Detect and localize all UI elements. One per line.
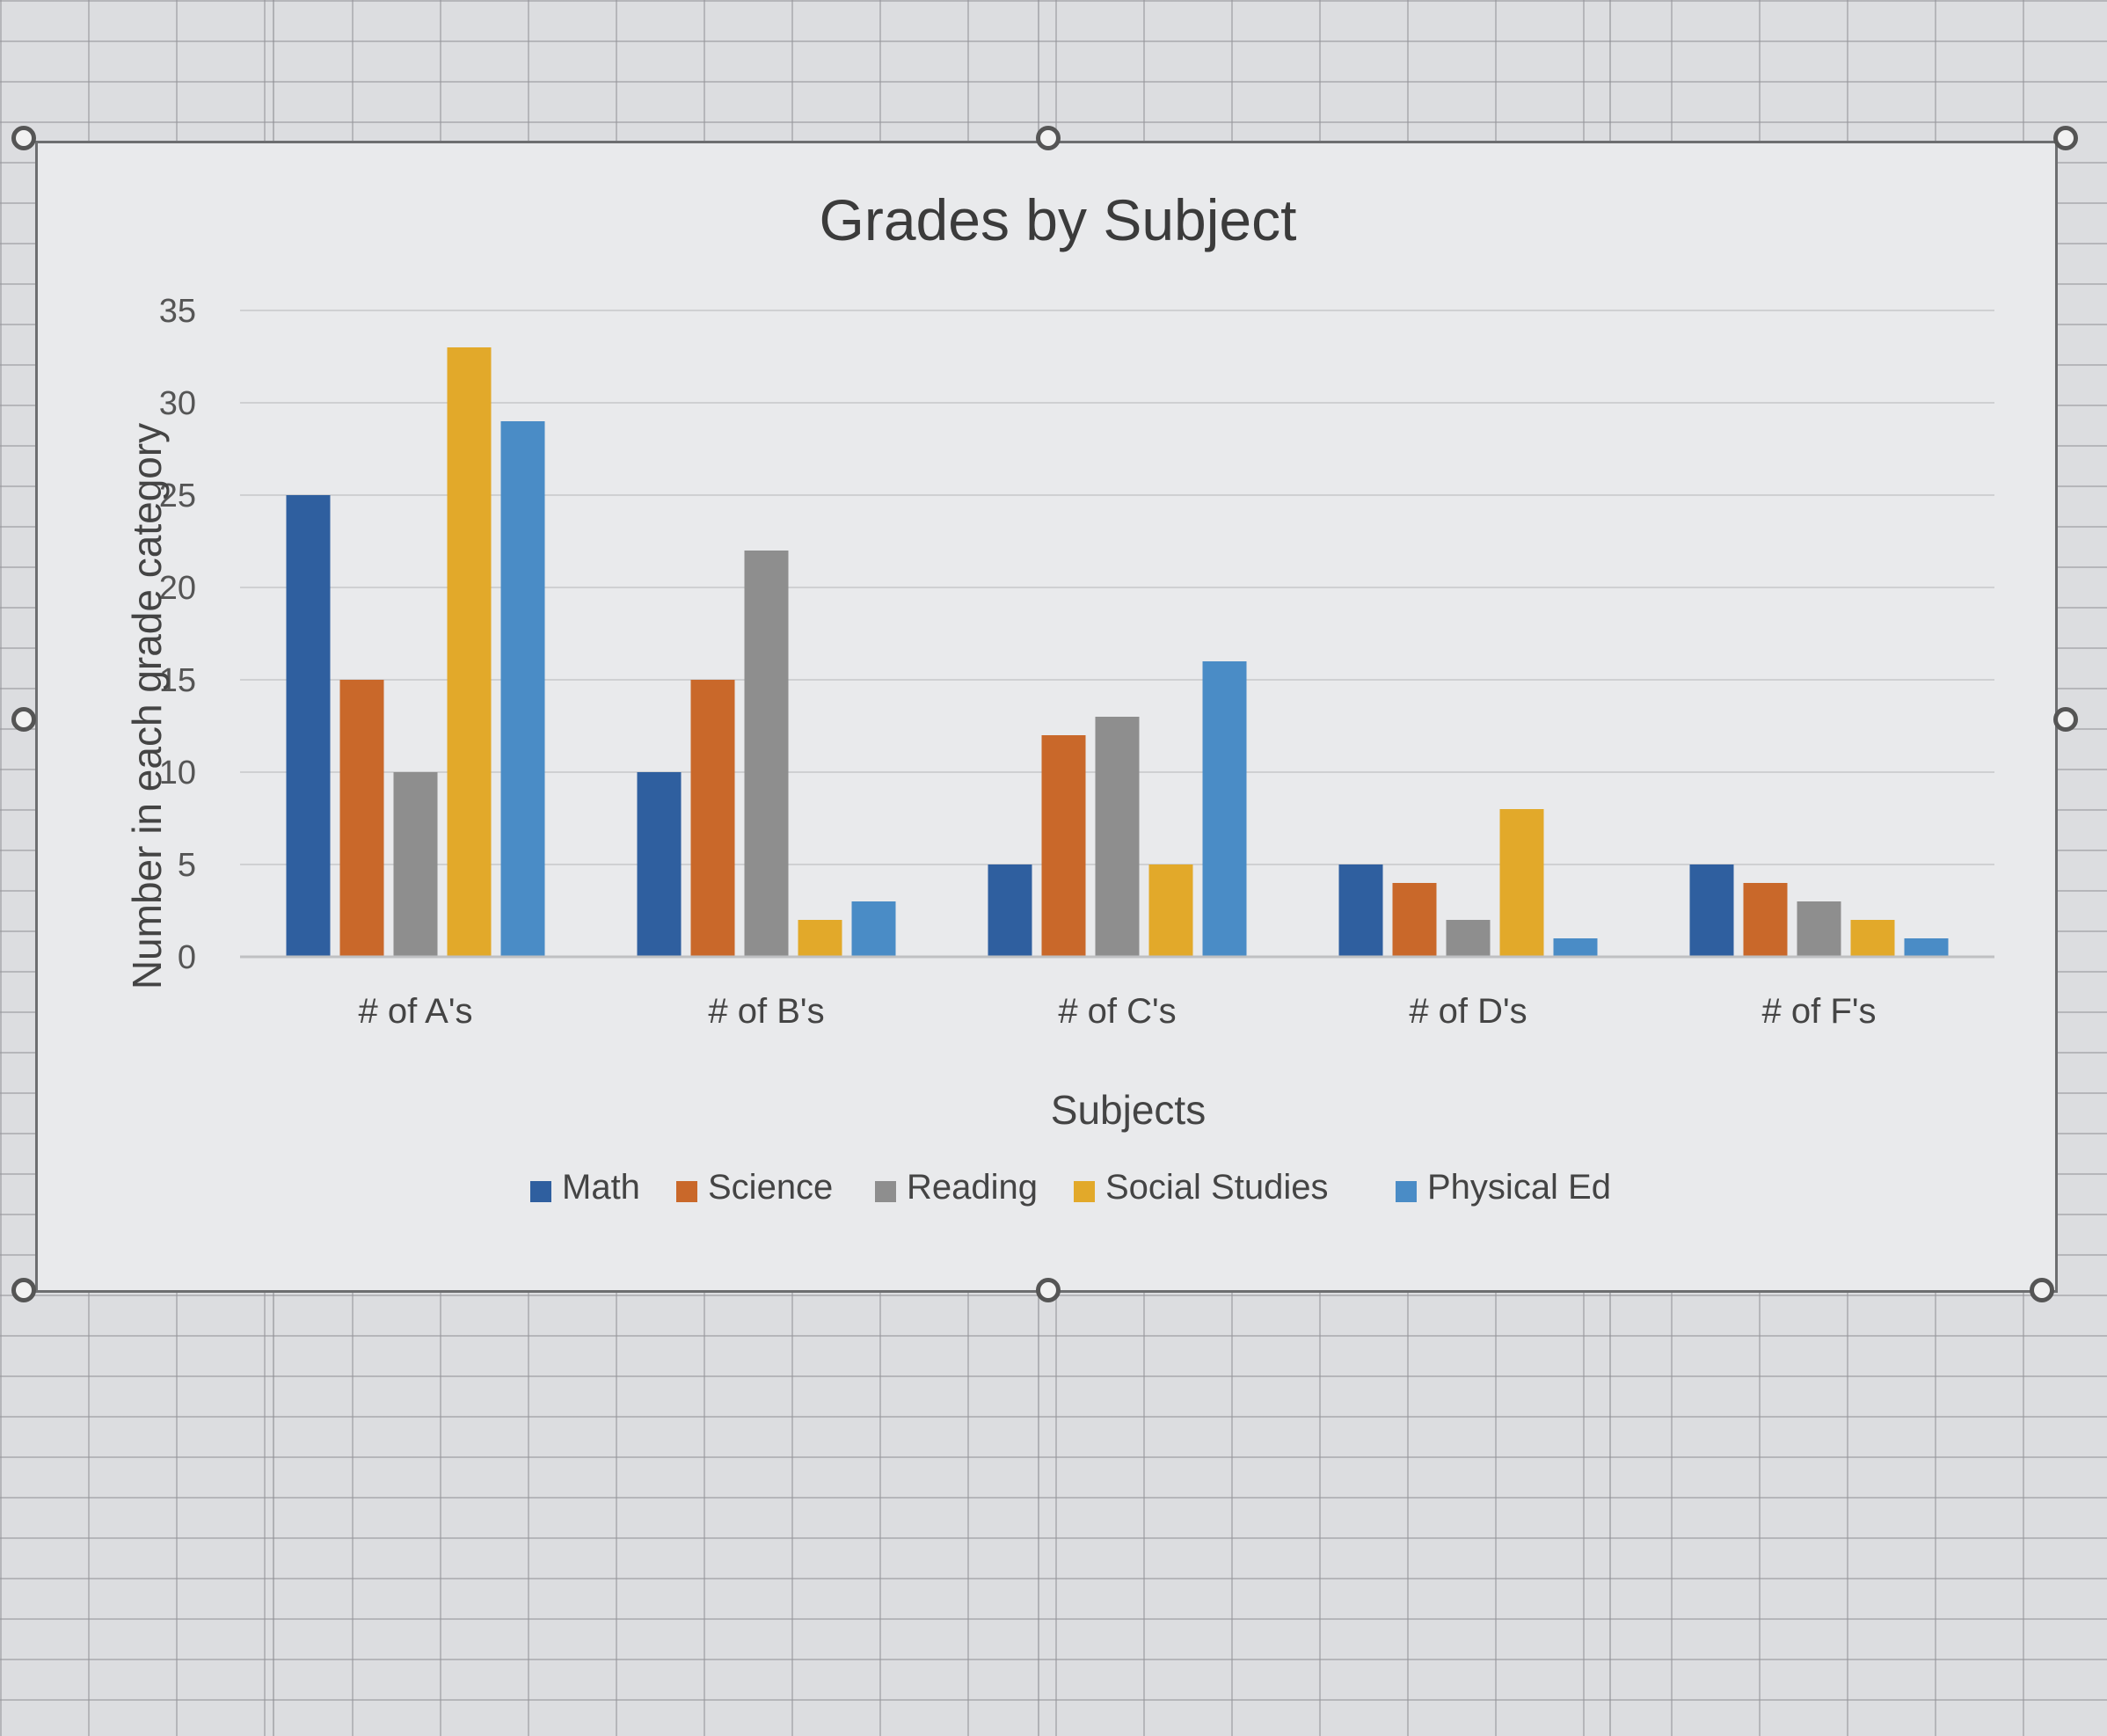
resize-handle-bottom-left[interactable] [11,1278,36,1302]
chart-object[interactable]: 0 5 10 15 20 25 30 35 # of A's # of B's # of C's #… [11,126,2078,1302]
y-tick-label: 20 [159,570,196,607]
resize-handle-bottom-right[interactable] [2030,1278,2054,1302]
category-label: # of C's [1058,992,1176,1031]
category-label: # of D's [1409,992,1527,1031]
y-tick-label: 15 [159,662,196,699]
bar [1338,864,1383,957]
bar [1095,717,1140,957]
bar [1904,938,1949,957]
chart-title: Grades by Subject [820,187,1297,252]
x-axis-title: Subjects [1051,1087,1206,1133]
resize-handle-top-center[interactable] [1036,126,1061,150]
y-tick-label: 25 [159,478,196,514]
bar [1743,883,1788,957]
y-tick-label: 30 [159,385,196,422]
bar [447,347,492,957]
bar [1148,864,1193,957]
category-label: # of F's [1762,992,1877,1031]
bar [637,772,682,957]
bar [690,680,735,957]
y-tick-label: 0 [178,939,196,976]
bar [1850,920,1895,957]
bar [1499,809,1544,957]
legend-label: Social Studies [1105,1168,1328,1207]
resize-handle-middle-left[interactable] [11,707,36,732]
resize-handle-bottom-center[interactable] [1036,1278,1061,1302]
legend-swatch [530,1181,551,1202]
resize-handle-middle-right[interactable] [2053,707,2078,732]
legend: Math Science Reading Social Studies Physical… [530,1168,1611,1207]
legend-label: Physical Ed [1427,1168,1611,1207]
legend-label: Math [562,1168,640,1207]
y-tick-label: 35 [159,293,196,330]
category-label: # of A's [359,992,473,1031]
legend-swatch [875,1181,896,1202]
bar [988,864,1032,957]
legend-swatch [1074,1181,1095,1202]
bar [1689,864,1734,957]
legend-swatch [676,1181,697,1202]
bar [744,551,789,957]
bar [1797,901,1841,957]
legend-label: Reading [907,1168,1038,1207]
category-label: # of B's [708,992,824,1031]
bar [1202,661,1247,957]
y-tick-labels: 0 5 10 15 20 25 30 35 [159,293,196,976]
bar [1392,883,1437,957]
bar [286,495,331,957]
y-tick-label: 10 [159,755,196,791]
bar [1446,920,1491,957]
resize-handle-top-left[interactable] [11,126,36,150]
bar [339,680,384,957]
bar [1553,938,1598,957]
bars [286,347,1949,957]
bar [851,901,896,957]
bar [393,772,438,957]
resize-handle-top-right[interactable] [2053,126,2078,150]
y-tick-label: 5 [178,847,196,884]
bar [1041,735,1086,957]
legend-label: Science [708,1168,833,1207]
category-labels: # of A's # of B's # of C's # of D's # of F's [359,992,1877,1031]
bar [500,421,545,957]
y-axis-title: Number in each grade category [124,423,170,989]
legend-swatch [1396,1181,1417,1202]
bar [798,920,842,957]
